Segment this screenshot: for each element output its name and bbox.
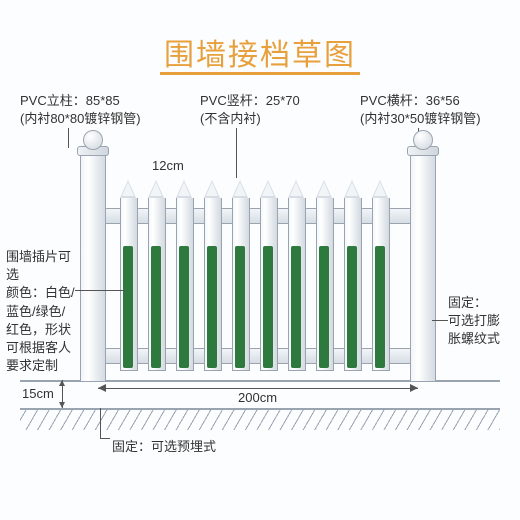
label-insert-note: 围墙插片可选颜色：白色/蓝色/绿色/红色，形状可根据客人要求定制	[6, 248, 76, 375]
picket-insert	[151, 246, 161, 368]
label-rail: PVC横杆：36*56 (内衬30*50镀锌钢管)	[360, 92, 481, 128]
diagram-title: 围墙接档草图	[164, 30, 356, 74]
leader-fix-left-h	[100, 438, 110, 439]
picket-insert	[235, 246, 245, 368]
post-ball-left	[83, 130, 103, 150]
title-underline	[160, 72, 360, 75]
picket-insert	[207, 246, 217, 368]
label-fix-left: 固定：可选预埋式	[112, 438, 216, 456]
dim-15-line	[62, 380, 63, 408]
dim-200-label: 200cm	[238, 390, 277, 405]
label-12cm: 12cm	[152, 158, 184, 173]
leader-fix-right	[432, 320, 448, 321]
label-picket: PVC竖杆：25*70 (不含内衬)	[200, 92, 300, 128]
leader-insert	[75, 290, 125, 291]
picket-insert	[123, 246, 133, 368]
leader-post	[68, 128, 69, 148]
picket-insert	[375, 246, 385, 368]
leader-fix-left-v	[100, 408, 101, 438]
picket-insert	[179, 246, 189, 368]
post-right	[410, 150, 436, 382]
ground-hatch	[20, 410, 500, 430]
dim-200-line	[98, 388, 418, 389]
post-left	[80, 150, 106, 382]
picket-insert	[319, 246, 329, 368]
picket-insert	[263, 246, 273, 368]
leader-picket	[236, 128, 237, 178]
picket-insert	[347, 246, 357, 368]
label-fix-right: 固定：可选打膨胀螺纹式	[448, 294, 518, 349]
label-post: PVC立柱：85*85 (内衬80*80镀锌钢管)	[20, 92, 141, 128]
picket-insert	[291, 246, 301, 368]
post-ball-right	[413, 130, 433, 150]
dim-15-label: 15cm	[22, 386, 54, 401]
